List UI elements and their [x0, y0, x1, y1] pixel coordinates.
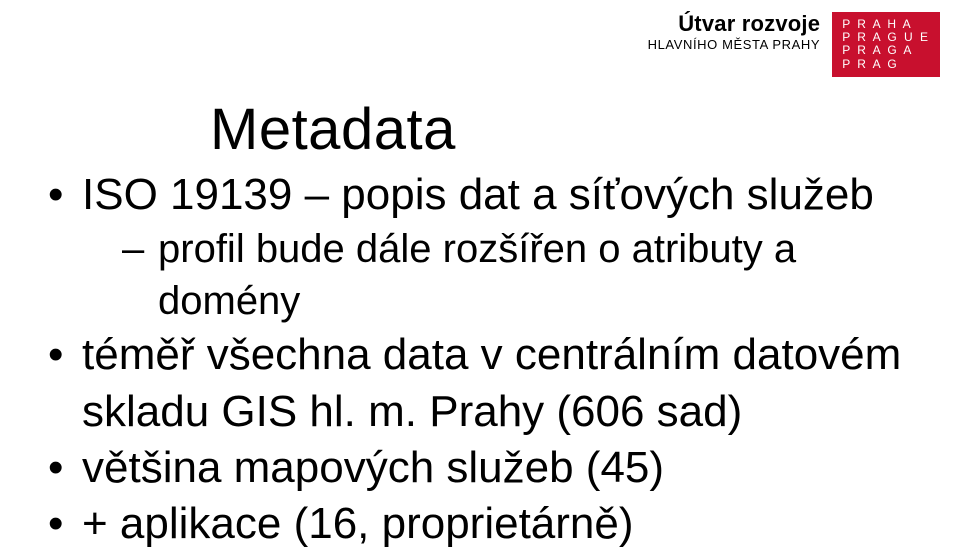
praha-logo: P R A H A P R A G U E P R A G A P R A G	[832, 12, 940, 77]
list-item: profil bude dále rozšířen o atributy a d…	[122, 223, 920, 327]
bullet-text: většina mapových služeb (45)	[82, 443, 664, 492]
org-line1: Útvar rozvoje	[648, 12, 821, 36]
bullet-text: profil bude dále rozšířen o atributy a d…	[158, 227, 796, 323]
bullet-text: + aplikace (16, proprietárně)	[82, 499, 634, 547]
org-block: Útvar rozvoje HLAVNÍHO MĚSTA PRAHY	[648, 12, 821, 52]
org-line2: HLAVNÍHO MĚSTA PRAHY	[648, 38, 821, 52]
bullet-text: téměř všechna data v centrálním datovém …	[82, 330, 901, 435]
sub-bullet-list: profil bude dále rozšířen o atributy a d…	[82, 223, 920, 327]
list-item: + aplikace (16, proprietárně)	[40, 496, 920, 547]
list-item: většina mapových služeb (45)	[40, 440, 920, 496]
slide: Útvar rozvoje HLAVNÍHO MĚSTA PRAHY P R A…	[0, 0, 960, 547]
bullet-list: ISO 19139 – popis dat a síťových služeb …	[40, 167, 920, 547]
logo-text: P R A G	[842, 58, 898, 71]
list-item: téměř všechna data v centrálním datovém …	[40, 327, 920, 440]
bullet-text: ISO 19139 – popis dat a síťových služeb	[82, 170, 874, 219]
logo-row: P R A G	[842, 58, 930, 71]
content: Metadata ISO 19139 – popis dat a síťovýc…	[40, 96, 920, 547]
header: Útvar rozvoje HLAVNÍHO MĚSTA PRAHY P R A…	[648, 12, 940, 77]
logo-row: P R A G A	[842, 44, 930, 57]
list-item: ISO 19139 – popis dat a síťových služeb …	[40, 167, 920, 327]
slide-title: Metadata	[210, 96, 920, 163]
logo-text: P R A G A	[842, 44, 913, 57]
